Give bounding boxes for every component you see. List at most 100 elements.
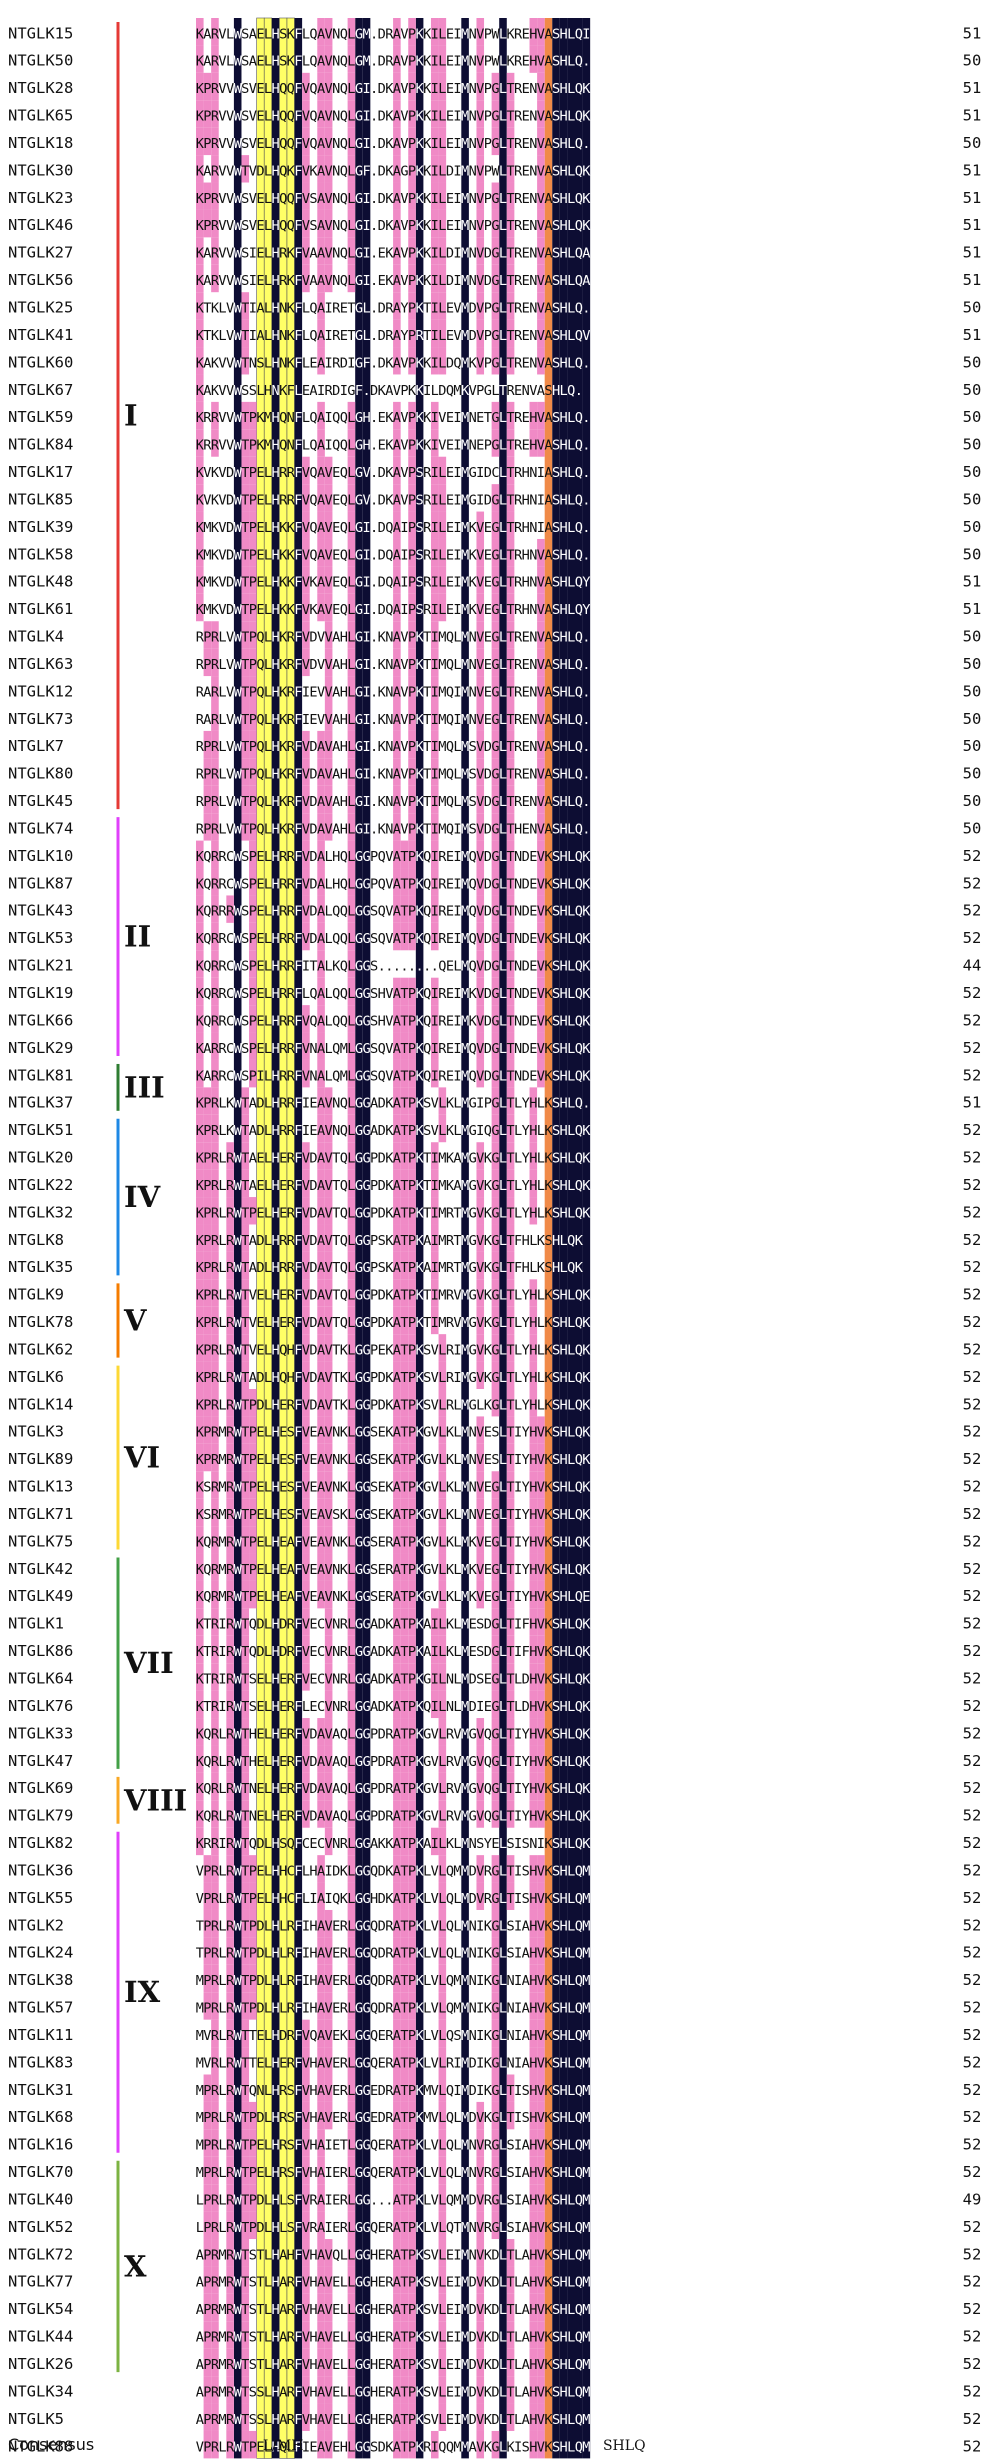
similar-residue: [203, 2129, 212, 2157]
similar-residue: [393, 182, 401, 210]
similar-residue: [203, 1909, 212, 1938]
similar-residue: [347, 1608, 356, 1636]
residue: A: [582, 273, 590, 289]
similar-residue: [317, 45, 325, 73]
sequence-length: 52: [963, 1779, 982, 1797]
similar-residue: [347, 401, 356, 430]
similar-residue: [393, 1114, 401, 1143]
similar-residue: [324, 1306, 333, 1335]
similar-residue: [249, 648, 257, 677]
similar-residue: [393, 1169, 401, 1198]
residue: K: [582, 163, 591, 179]
similar-residue: [347, 209, 356, 238]
similar-residue: [393, 1197, 401, 1225]
similar-residue: [302, 209, 310, 238]
similar-residue: [196, 155, 204, 183]
conserved-column: [461, 18, 469, 2459]
similar-residue: [347, 2019, 356, 2048]
similar-residue: [226, 895, 234, 923]
similar-residue: [347, 1772, 356, 1801]
sequence-name: NTGLK61: [8, 600, 73, 618]
group-label: IX: [124, 1975, 161, 2009]
similar-residue: [324, 2321, 333, 2349]
similar-residue: [196, 1471, 204, 1499]
similar-residue: [317, 758, 325, 786]
similar-residue: [324, 2376, 333, 2404]
similar-residue: [241, 758, 250, 786]
sequence-name: NTGLK73: [8, 710, 73, 728]
group-label: VIII: [123, 1783, 187, 1817]
sequence-length: 52: [963, 1039, 982, 1057]
similar-residue: [302, 182, 310, 210]
similar-residue: [241, 1800, 250, 1828]
similar-residue: [317, 730, 325, 759]
similar-residue: [226, 1224, 234, 1252]
residue: K: [575, 1260, 584, 1276]
similar-residue: [249, 1937, 257, 1965]
sequence-name: NTGLK80: [8, 765, 73, 783]
similar-residue: [324, 511, 333, 539]
similar-residue: [324, 1279, 333, 1307]
similar-residue: [241, 1882, 250, 1910]
similar-residue: [393, 511, 401, 539]
similar-residue: [317, 1800, 325, 1828]
residue: .: [582, 767, 590, 783]
similar-residue: [241, 2376, 250, 2404]
residue: K: [582, 1781, 591, 1797]
similar-residue: [347, 1580, 356, 1609]
sequence-name: NTGLK47: [8, 1752, 73, 1770]
similar-residue: [347, 2047, 356, 2075]
similar-residue: [203, 1224, 212, 1252]
similar-residue: [317, 1059, 325, 1088]
similar-residue: [302, 1005, 310, 1033]
similar-residue: [347, 1361, 356, 1389]
similar-residue: [347, 1718, 356, 1746]
similar-residue: [317, 1005, 325, 1033]
sequence-length: 50: [963, 52, 982, 70]
similar-residue: [324, 209, 333, 238]
similar-residue: [211, 1059, 219, 1088]
similar-residue: [324, 1663, 333, 1691]
similar-residue: [211, 127, 219, 156]
similar-residue: [241, 2184, 250, 2212]
similar-residue: [203, 72, 212, 101]
similar-residue: [317, 1937, 325, 1965]
sequence-name: NTGLK71: [8, 1505, 73, 1523]
similar-residue: [302, 2047, 310, 2075]
similar-residue: [203, 2430, 212, 2459]
similar-residue: [347, 2430, 356, 2459]
similar-residue: [196, 1498, 204, 1527]
sequence-length: 52: [963, 929, 982, 947]
similar-residue: [302, 511, 310, 539]
sequence-length: 51: [963, 600, 982, 618]
similar-residue: [347, 922, 356, 951]
similar-residue: [347, 1197, 356, 1225]
sequence-name: NTGLK75: [8, 1532, 73, 1550]
sequence-length: 52: [963, 1587, 982, 1605]
similar-residue: [211, 1032, 219, 1060]
residue: .: [582, 657, 590, 673]
sequence-name: NTGLK30: [8, 161, 73, 179]
similar-residue: [317, 209, 325, 238]
similar-residue: [324, 1718, 333, 1746]
similar-residue: [249, 895, 257, 923]
similar-residue: [211, 1635, 219, 1664]
similar-residue: [324, 1251, 333, 1280]
similar-residue: [324, 1937, 333, 1965]
similar-residue: [317, 1855, 325, 1883]
similar-residue: [317, 182, 325, 210]
similar-residue: [393, 456, 401, 485]
similar-residue: [211, 1114, 219, 1143]
similar-residue: [241, 429, 250, 457]
similar-residue: [347, 72, 356, 101]
similar-residue: [302, 648, 310, 677]
sequence-name: NTGLK4: [8, 628, 64, 646]
similar-residue: [347, 1964, 356, 1993]
similar-residue: [196, 566, 204, 594]
similar-residue: [302, 1306, 310, 1335]
residue: K: [582, 1013, 591, 1029]
similar-residue: [317, 2321, 325, 2349]
similar-residue: [302, 456, 310, 485]
group-label: II: [124, 920, 151, 954]
similar-residue: [347, 18, 356, 46]
